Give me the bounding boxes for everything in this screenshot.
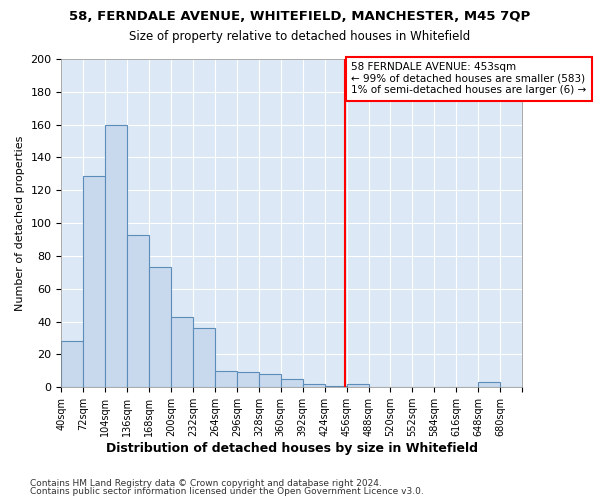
Text: 58, FERNDALE AVENUE, WHITEFIELD, MANCHESTER, M45 7QP: 58, FERNDALE AVENUE, WHITEFIELD, MANCHES… [70, 10, 530, 23]
Bar [347, 384, 368, 387]
Bar [281, 379, 302, 387]
Bar [171, 316, 193, 387]
Bar [61, 342, 83, 387]
Bar [193, 328, 215, 387]
Bar [302, 384, 325, 387]
Y-axis label: Number of detached properties: Number of detached properties [15, 136, 25, 311]
Bar [105, 124, 127, 387]
Bar [83, 176, 105, 387]
Bar [149, 268, 171, 387]
Text: Size of property relative to detached houses in Whitefield: Size of property relative to detached ho… [130, 30, 470, 43]
Text: 58 FERNDALE AVENUE: 453sqm
← 99% of detached houses are smaller (583)
1% of semi: 58 FERNDALE AVENUE: 453sqm ← 99% of deta… [352, 62, 587, 96]
Bar [127, 234, 149, 387]
Bar [259, 374, 281, 387]
Text: Contains public sector information licensed under the Open Government Licence v3: Contains public sector information licen… [30, 487, 424, 496]
Text: Contains HM Land Registry data © Crown copyright and database right 2024.: Contains HM Land Registry data © Crown c… [30, 478, 382, 488]
Bar [478, 382, 500, 387]
Bar [215, 371, 237, 387]
X-axis label: Distribution of detached houses by size in Whitefield: Distribution of detached houses by size … [106, 442, 478, 455]
Bar [325, 386, 347, 387]
Bar [237, 372, 259, 387]
